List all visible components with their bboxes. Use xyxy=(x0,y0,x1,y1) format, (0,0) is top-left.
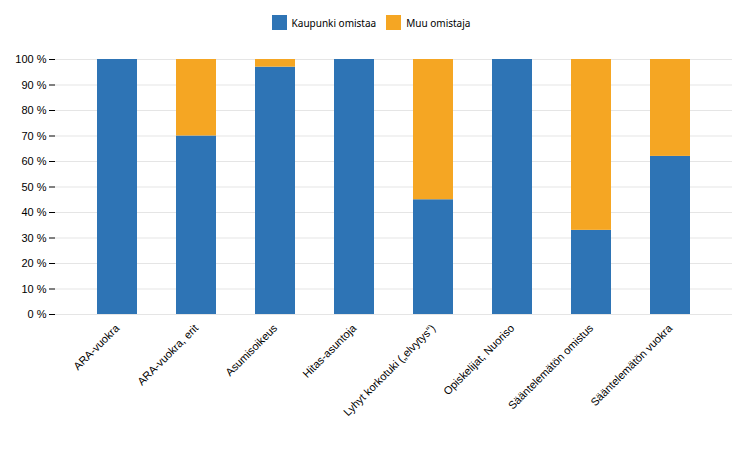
svg-text:Sääntelemätön vuokra: Sääntelemätön vuokra xyxy=(588,321,675,408)
svg-text:60 %: 60 % xyxy=(21,155,46,167)
svg-text:Sääntelemätön omistus: Sääntelemätön omistus xyxy=(506,321,596,411)
svg-text:Asumisoikeus: Asumisoikeus xyxy=(223,321,280,378)
svg-text:10 %: 10 % xyxy=(21,283,46,295)
svg-text:Lyhyt korkotuki („elvytys“): Lyhyt korkotuki („elvytys“) xyxy=(341,322,437,418)
html-text:Muu omistaja: Muu omistaja xyxy=(406,15,471,30)
svg-text:ARA-vuokra, erit: ARA-vuokra, erit xyxy=(135,322,201,388)
svg-text:ARA-vuokra: ARA-vuokra xyxy=(71,321,122,372)
svg-text:100 %: 100 % xyxy=(15,53,46,65)
svg-text:Hitas-asuntoja: Hitas-asuntoja xyxy=(300,321,359,380)
svg-text:90 %: 90 % xyxy=(21,79,46,91)
svg-text:20 %: 20 % xyxy=(21,257,46,269)
svg-text:70 %: 70 % xyxy=(21,130,46,142)
svg-text:30 %: 30 % xyxy=(21,232,46,244)
svg-text:Opiskelijat, Nuoriso: Opiskelijat, Nuoriso xyxy=(441,322,516,397)
svg-text:0 %: 0 % xyxy=(28,308,47,320)
svg-text:40 %: 40 % xyxy=(21,206,46,218)
html-text:Kaupunki omistaa: Kaupunki omistaa xyxy=(291,15,377,30)
svg-text:50 %: 50 % xyxy=(21,181,46,193)
svg-text:80 %: 80 % xyxy=(21,104,46,116)
